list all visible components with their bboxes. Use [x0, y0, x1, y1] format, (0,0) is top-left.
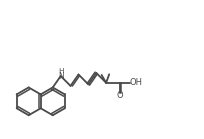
Text: H: H [58, 68, 63, 74]
Text: O: O [117, 91, 123, 100]
Text: OH: OH [130, 78, 143, 87]
Text: N: N [58, 72, 64, 81]
